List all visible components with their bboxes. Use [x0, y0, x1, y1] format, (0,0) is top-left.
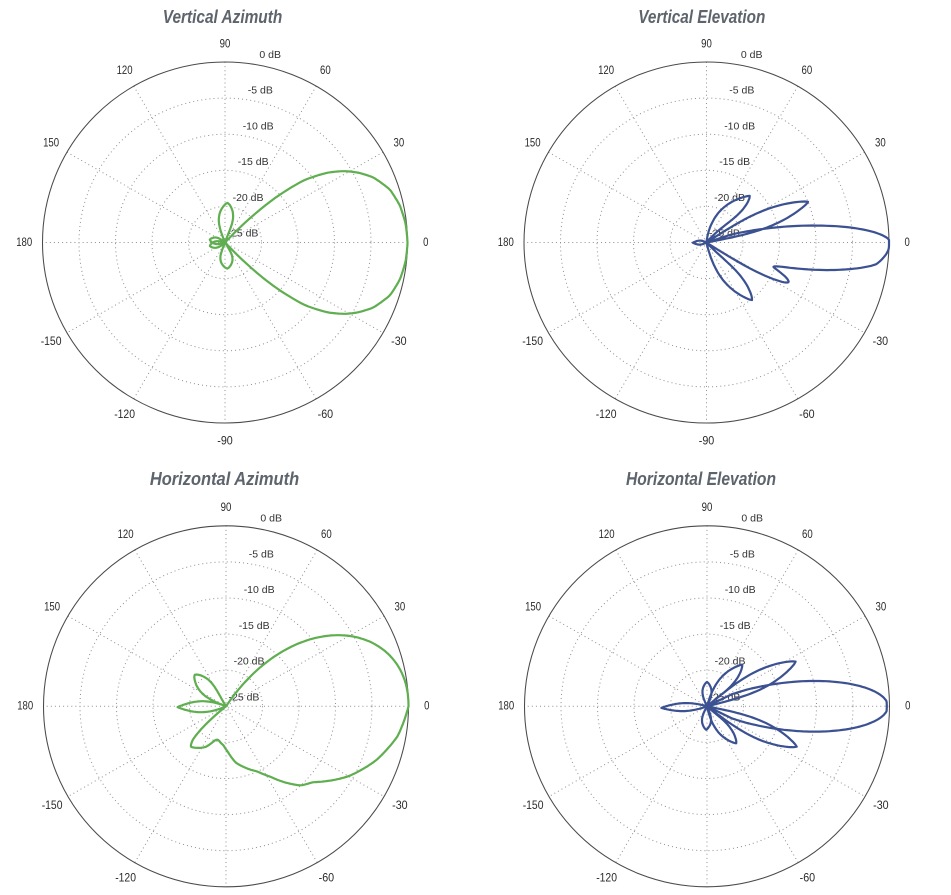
- svg-text:-15 dB: -15 dB: [238, 156, 269, 168]
- svg-text:120: 120: [598, 63, 614, 77]
- svg-text:0: 0: [905, 235, 910, 249]
- svg-text:-15 dB: -15 dB: [720, 620, 751, 632]
- svg-text:90: 90: [221, 500, 232, 514]
- svg-text:-150: -150: [42, 798, 63, 812]
- svg-text:-5 dB: -5 dB: [248, 85, 273, 97]
- svg-text:-10 dB: -10 dB: [725, 584, 756, 596]
- svg-text:60: 60: [321, 527, 332, 541]
- svg-text:0 dB: 0 dB: [741, 49, 763, 61]
- svg-text:-15 dB: -15 dB: [719, 156, 750, 168]
- svg-text:-15 dB: -15 dB: [239, 620, 270, 632]
- svg-text:-120: -120: [596, 871, 617, 885]
- svg-text:-10 dB: -10 dB: [724, 120, 755, 132]
- svg-text:-30: -30: [873, 798, 889, 812]
- svg-text:90: 90: [220, 36, 231, 50]
- svg-text:-10 dB: -10 dB: [243, 120, 274, 132]
- svg-text:-60: -60: [318, 407, 334, 421]
- svg-text:180: 180: [16, 235, 32, 249]
- svg-text:-60: -60: [799, 407, 815, 421]
- svg-text:60: 60: [802, 527, 813, 541]
- svg-text:150: 150: [525, 136, 541, 150]
- svg-text:90: 90: [701, 36, 712, 50]
- svg-text:-120: -120: [596, 407, 617, 421]
- svg-text:-120: -120: [114, 407, 135, 421]
- svg-text:-30: -30: [392, 798, 408, 812]
- svg-text:0 dB: 0 dB: [259, 49, 281, 61]
- svg-text:30: 30: [395, 599, 406, 613]
- svg-text:Vertical Azimuth: Vertical Azimuth: [163, 6, 283, 27]
- svg-text:Vertical Elevation: Vertical Elevation: [638, 6, 765, 27]
- svg-text:-25 dB: -25 dB: [228, 228, 259, 240]
- svg-text:Horizontal Elevation: Horizontal Elevation: [626, 468, 776, 489]
- svg-text:Horizontal Azimuth: Horizontal Azimuth: [150, 468, 299, 489]
- svg-text:-30: -30: [391, 334, 407, 348]
- svg-text:-120: -120: [115, 871, 136, 885]
- svg-text:180: 180: [498, 235, 514, 249]
- svg-text:-60: -60: [800, 871, 816, 885]
- svg-text:0: 0: [905, 699, 910, 713]
- svg-text:-150: -150: [41, 334, 62, 348]
- svg-text:120: 120: [599, 527, 615, 541]
- svg-text:150: 150: [44, 599, 60, 613]
- svg-text:-20 dB: -20 dB: [234, 656, 265, 668]
- svg-text:180: 180: [17, 699, 33, 713]
- svg-text:-90: -90: [699, 433, 715, 447]
- svg-text:-150: -150: [523, 798, 544, 812]
- svg-text:-5 dB: -5 dB: [730, 548, 755, 560]
- svg-text:30: 30: [876, 599, 887, 613]
- svg-text:-10 dB: -10 dB: [244, 584, 275, 596]
- svg-text:180: 180: [498, 699, 514, 713]
- svg-text:90: 90: [702, 500, 713, 514]
- svg-text:-20 dB: -20 dB: [714, 192, 745, 204]
- svg-text:-5 dB: -5 dB: [729, 85, 754, 97]
- svg-text:-150: -150: [522, 334, 543, 348]
- svg-text:120: 120: [117, 63, 133, 77]
- svg-text:0: 0: [424, 699, 429, 713]
- svg-text:-30: -30: [873, 334, 889, 348]
- svg-text:-20 dB: -20 dB: [233, 192, 264, 204]
- svg-text:-20 dB: -20 dB: [715, 656, 746, 668]
- svg-text:150: 150: [43, 136, 59, 150]
- svg-text:60: 60: [802, 63, 813, 77]
- svg-text:0 dB: 0 dB: [260, 513, 282, 525]
- svg-text:60: 60: [320, 63, 331, 77]
- svg-text:150: 150: [525, 599, 541, 613]
- svg-text:30: 30: [875, 136, 886, 150]
- svg-text:0 dB: 0 dB: [741, 513, 763, 525]
- svg-text:-60: -60: [319, 871, 335, 885]
- svg-text:0: 0: [423, 235, 428, 249]
- svg-text:120: 120: [118, 527, 134, 541]
- svg-text:30: 30: [394, 136, 405, 150]
- svg-text:-25 dB: -25 dB: [229, 691, 260, 703]
- svg-text:-5 dB: -5 dB: [249, 548, 274, 560]
- svg-text:-90: -90: [217, 433, 233, 447]
